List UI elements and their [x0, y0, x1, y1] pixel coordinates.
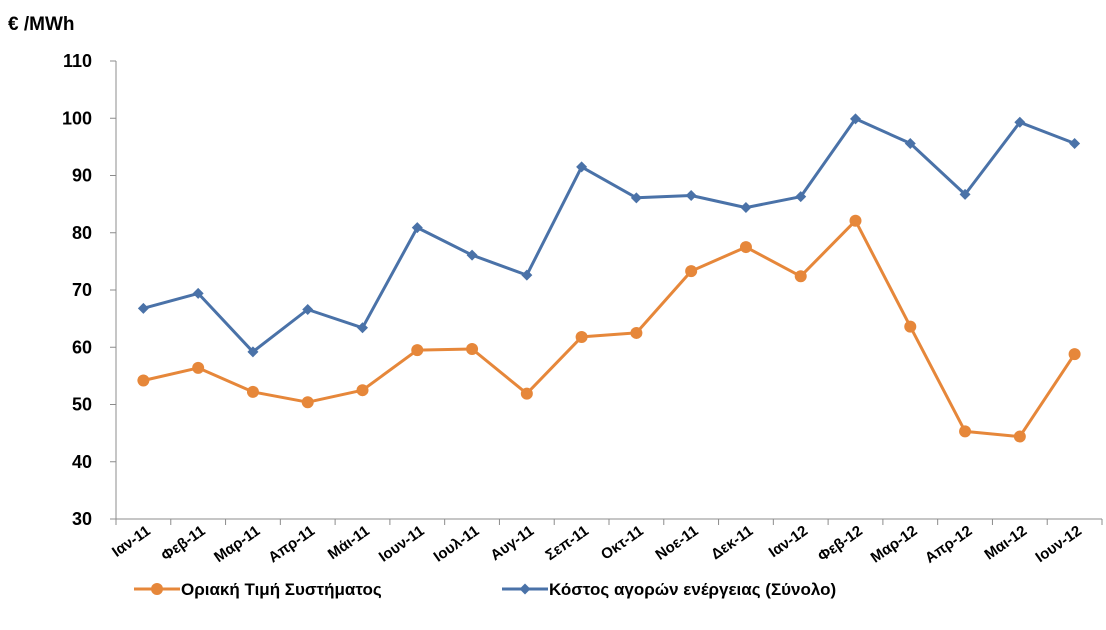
- y-tick-label: 110: [63, 51, 92, 71]
- data-point: [137, 302, 149, 314]
- x-tick-label: Μάι-11: [325, 522, 373, 563]
- data-point: [466, 249, 478, 261]
- data-point: [904, 137, 916, 149]
- x-tick-label: Νοε-11: [652, 522, 701, 563]
- x-tick-label: Μαι-12: [981, 522, 1030, 563]
- y-tick-label: 80: [72, 223, 92, 243]
- data-point: [630, 192, 642, 204]
- data-point: [466, 342, 479, 355]
- legend-item-1: Οριακή Τιμή Συστήματος: [134, 580, 382, 599]
- series-1: [137, 214, 1081, 443]
- data-point: [137, 374, 150, 387]
- x-tick-label: Ιουν-11: [376, 522, 428, 565]
- data-point: [192, 287, 204, 299]
- y-tick-label: 30: [72, 509, 92, 529]
- y-axis-unit-label: € /MWh: [8, 14, 75, 35]
- y-tick-label: 70: [72, 280, 92, 300]
- legend-marker: [519, 583, 531, 595]
- data-point: [301, 396, 314, 409]
- legend-item-2: Κόστος αγορών ενέργειας (Σύνολο): [502, 580, 836, 599]
- x-tick-label: Ιουν-12: [1032, 522, 1084, 566]
- series-line: [143, 219, 1076, 439]
- series-layer: [137, 113, 1081, 443]
- series-2: [137, 113, 1081, 358]
- data-point: [247, 346, 259, 358]
- x-tick-label: Σεπ-11: [542, 522, 591, 564]
- data-point: [739, 241, 752, 254]
- x-tick-label: Μαρ-12: [868, 522, 921, 566]
- data-point: [850, 113, 861, 125]
- y-tick-label: 40: [72, 452, 92, 472]
- x-tick-label: Δεκ-11: [708, 522, 756, 563]
- data-point: [685, 190, 697, 202]
- x-tick-label: Φεβ-11: [158, 522, 208, 564]
- x-tick-label: Οκτ-11: [598, 522, 647, 563]
- data-point: [1013, 430, 1026, 443]
- data-point: [302, 303, 314, 315]
- data-point: [356, 384, 369, 397]
- y-tick-label: 50: [72, 395, 92, 415]
- x-tick-label: Αυγ-11: [487, 522, 537, 564]
- x-tick-label: Απρ-11: [265, 522, 318, 566]
- legend: Οριακή Τιμή Συστήματος Κόστος αγορών ενέρ…: [134, 580, 836, 599]
- data-point: [1014, 116, 1026, 128]
- legend-marker: [151, 583, 163, 595]
- data-point: [849, 214, 862, 227]
- x-tick-label: Μαρ-11: [211, 522, 263, 566]
- y-tick-label: 60: [72, 337, 92, 357]
- x-tick-label: Ιαν-11: [109, 522, 154, 560]
- legend-label: Οριακή Τιμή Συστήματος: [181, 580, 382, 599]
- data-point: [794, 270, 807, 283]
- x-tick-label: Φεβ-12: [815, 522, 866, 565]
- y-tick-label: 100: [62, 108, 92, 128]
- data-point: [192, 361, 205, 374]
- data-point: [1068, 348, 1081, 361]
- data-point: [740, 202, 752, 214]
- data-point: [1069, 137, 1081, 149]
- data-point: [575, 330, 588, 343]
- data-point: [576, 161, 588, 173]
- data-point: [520, 387, 533, 400]
- data-point: [959, 188, 971, 200]
- x-tick-label: Ιουλ-11: [431, 522, 483, 565]
- data-point: [411, 344, 424, 357]
- legend-label: Κόστος αγορών ενέργειας (Σύνολο): [549, 580, 836, 599]
- data-point: [904, 320, 917, 333]
- data-point: [630, 326, 643, 339]
- x-tick-label: Ιαν-12: [766, 522, 811, 561]
- data-point: [411, 222, 423, 234]
- data-point: [521, 269, 533, 281]
- data-point: [685, 265, 698, 278]
- data-point: [357, 322, 368, 334]
- y-tick-label: 90: [72, 166, 92, 186]
- data-point: [246, 385, 259, 398]
- data-point: [795, 191, 807, 203]
- data-point: [959, 425, 972, 438]
- series-line: [143, 117, 1076, 354]
- x-tick-label: Απρ-12: [922, 522, 975, 566]
